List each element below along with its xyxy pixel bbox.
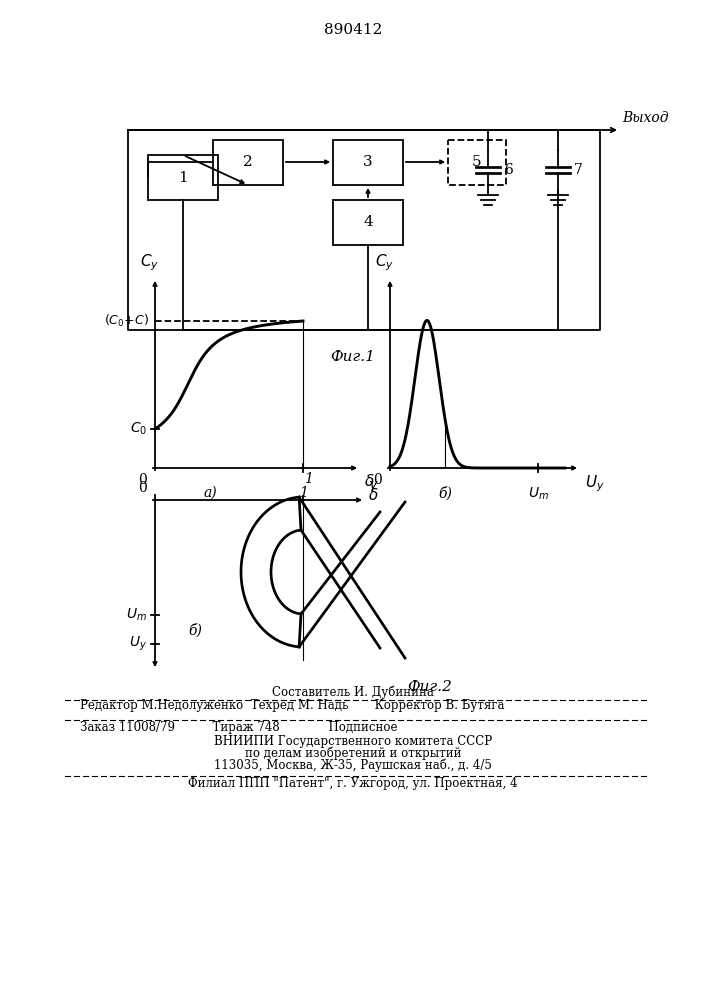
Text: $U_m$: $U_m$	[527, 486, 549, 502]
Text: 5: 5	[472, 155, 481, 169]
Text: $C_0$: $C_0$	[130, 421, 147, 437]
Text: 1: 1	[178, 170, 188, 184]
Text: $U_y$: $U_y$	[129, 635, 147, 653]
Text: 0: 0	[373, 473, 382, 487]
Text: 0: 0	[139, 481, 147, 495]
Text: 7: 7	[574, 163, 583, 177]
Text: $C_y$: $C_y$	[375, 252, 395, 273]
Text: $U_m$: $U_m$	[126, 607, 147, 623]
Text: 4: 4	[363, 216, 373, 230]
Text: 0: 0	[139, 473, 147, 487]
Bar	[333, 200, 403, 245]
Text: 6: 6	[504, 163, 513, 177]
Text: $C_y$: $C_y$	[141, 252, 160, 273]
Text: ВНИИПИ Государственного комитета СССР: ВНИИПИ Государственного комитета СССР	[214, 734, 492, 748]
Text: 1: 1	[303, 472, 312, 486]
Text: $U_y$: $U_y$	[585, 473, 604, 494]
Text: Филиал ППП "Патент", г. Ужгород, ул. Проектная, 4: Филиал ППП "Патент", г. Ужгород, ул. Про…	[188, 778, 518, 790]
Bar	[333, 140, 403, 185]
Text: Составитель И. Дубинина: Составитель И. Дубинина	[272, 685, 434, 699]
Bar	[448, 140, 506, 185]
Text: по делам изобретений и открытий: по делам изобретений и открытий	[245, 746, 461, 760]
Text: $\delta$: $\delta$	[364, 473, 375, 489]
Text: 2: 2	[243, 155, 253, 169]
Text: $(C_0\!+\!C)$: $(C_0\!+\!C)$	[104, 313, 149, 329]
Text: $\delta$: $\delta$	[368, 487, 379, 503]
Text: б): б)	[188, 623, 202, 637]
Text: Фиг.1: Фиг.1	[331, 350, 375, 364]
Bar	[213, 140, 283, 185]
Text: 113035, Москва, Ж-35, Раушская наб., д. 4/5: 113035, Москва, Ж-35, Раушская наб., д. …	[214, 758, 492, 772]
Text: 890412: 890412	[324, 23, 382, 37]
Text: б): б)	[438, 486, 452, 500]
Text: Фиг.2: Фиг.2	[407, 680, 452, 694]
Text: а): а)	[203, 486, 217, 500]
Text: 1: 1	[298, 486, 308, 500]
Text: $\gamma$: $\gamma$	[368, 479, 379, 493]
Text: Выход: Выход	[622, 111, 669, 125]
Text: Редактор М.Недолуженко  Техред М. Надь       Корректор В. Бутяга: Редактор М.Недолуженко Техред М. Надь Ко…	[80, 700, 505, 712]
Bar	[148, 155, 218, 200]
Text: Заказ 11008/79          Тираж 748             Подписное: Заказ 11008/79 Тираж 748 Подписное	[80, 720, 397, 734]
Text: 3: 3	[363, 155, 373, 169]
